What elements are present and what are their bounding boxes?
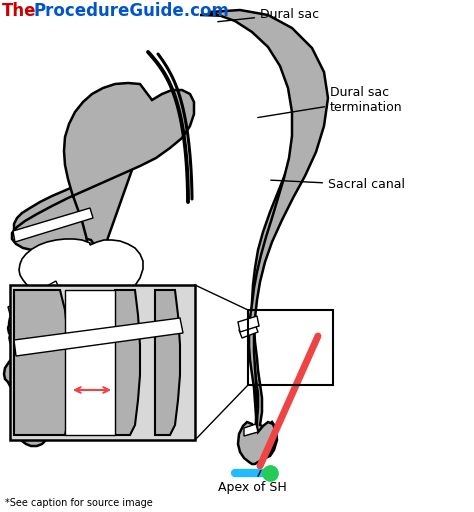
Text: ProcedureGuide.com: ProcedureGuide.com xyxy=(34,2,230,20)
Polygon shape xyxy=(239,324,258,338)
Bar xyxy=(248,310,333,385)
Polygon shape xyxy=(238,316,259,332)
Polygon shape xyxy=(65,290,115,435)
Polygon shape xyxy=(8,281,60,318)
Text: *See caption for source image: *See caption for source image xyxy=(5,498,153,508)
Text: Sacral canal: Sacral canal xyxy=(271,179,405,191)
Polygon shape xyxy=(210,10,328,464)
Polygon shape xyxy=(115,290,140,435)
Text: The: The xyxy=(2,2,36,20)
Text: Dural sac: Dural sac xyxy=(218,8,319,22)
Polygon shape xyxy=(9,239,143,351)
Polygon shape xyxy=(14,290,70,435)
Bar xyxy=(10,285,195,440)
Polygon shape xyxy=(8,94,192,442)
Polygon shape xyxy=(14,318,183,356)
Polygon shape xyxy=(13,208,93,242)
Polygon shape xyxy=(4,83,194,446)
Polygon shape xyxy=(155,290,180,435)
Text: Apex of SH: Apex of SH xyxy=(218,471,287,495)
Polygon shape xyxy=(200,12,320,458)
Polygon shape xyxy=(244,424,258,436)
Text: Dural sac
termination: Dural sac termination xyxy=(258,86,402,118)
